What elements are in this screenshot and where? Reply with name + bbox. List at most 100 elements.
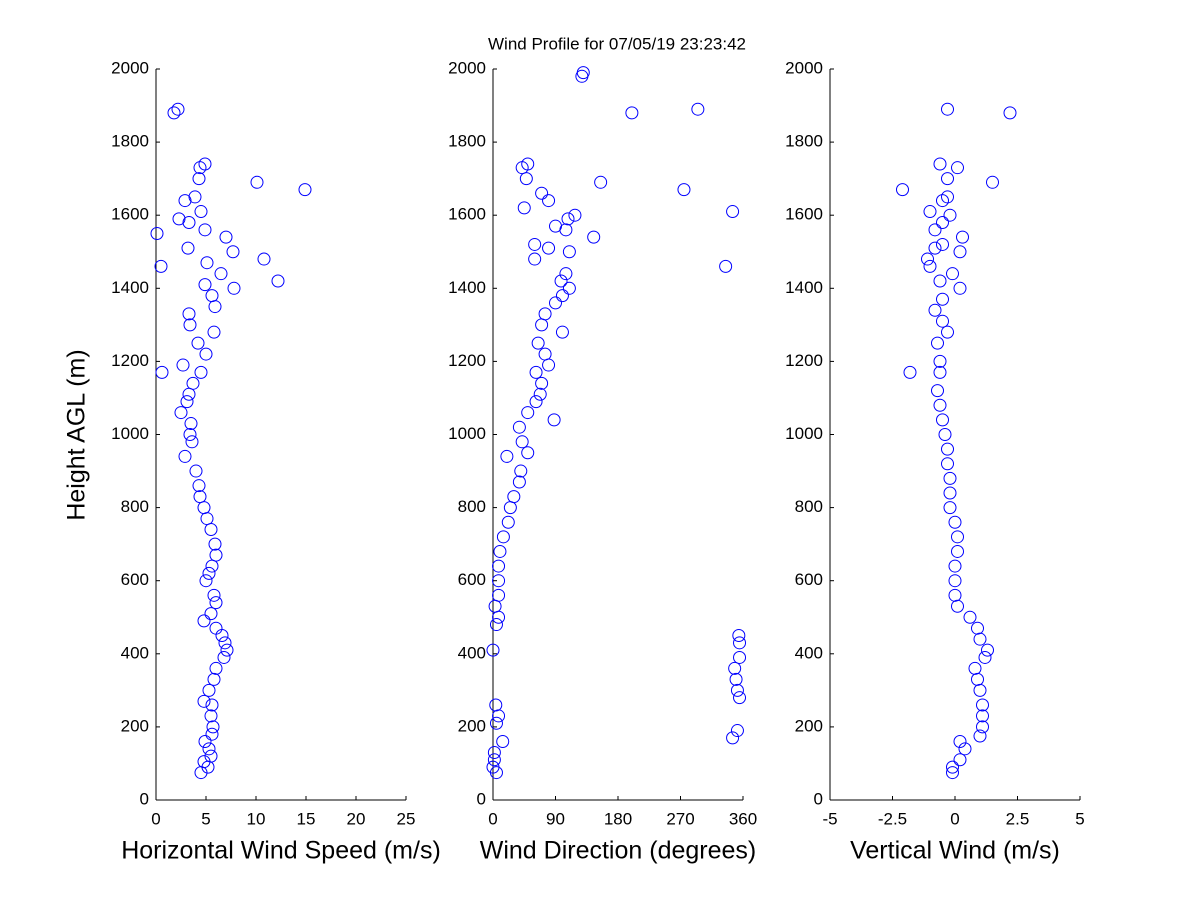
- x-tick-label: -2.5: [878, 809, 907, 828]
- point: [941, 102, 954, 116]
- point: [594, 175, 608, 189]
- point: [186, 376, 200, 390]
- y-tick-label: 1400: [111, 278, 149, 297]
- y-tick-label: 1400: [785, 278, 823, 297]
- point: [194, 205, 208, 219]
- point: [197, 501, 211, 515]
- x-tick-label: 270: [666, 809, 694, 828]
- point: [936, 413, 949, 427]
- point: [207, 588, 221, 602]
- point: [933, 365, 947, 379]
- point: [191, 336, 205, 350]
- point: [973, 683, 987, 697]
- y-tick-label: 1000: [785, 424, 823, 443]
- y-tick-label: 1200: [785, 351, 823, 370]
- point: [941, 442, 954, 456]
- point: [180, 395, 194, 409]
- point: [691, 102, 705, 116]
- point: [205, 727, 219, 741]
- point: [206, 720, 220, 734]
- point: [178, 449, 192, 463]
- point: [958, 742, 972, 756]
- point: [202, 566, 216, 580]
- point: [555, 325, 569, 339]
- point: [214, 267, 228, 281]
- point: [733, 636, 747, 650]
- y-tick-label: 1400: [448, 278, 486, 297]
- point: [197, 694, 211, 708]
- point: [542, 358, 556, 372]
- point: [968, 661, 982, 675]
- point: [184, 417, 198, 431]
- point: [896, 183, 909, 197]
- x-tick-label: 0: [950, 809, 959, 828]
- x-tick-label: 5: [201, 809, 210, 828]
- x-tick-label: 180: [604, 809, 632, 828]
- point: [202, 683, 216, 697]
- point: [933, 274, 947, 288]
- point: [209, 621, 223, 635]
- point: [903, 365, 917, 379]
- point: [217, 650, 231, 664]
- y-tick-label: 800: [458, 497, 486, 516]
- point: [933, 398, 947, 412]
- point: [207, 325, 221, 339]
- point: [946, 267, 959, 281]
- point: [948, 588, 962, 602]
- point: [496, 735, 510, 749]
- point: [493, 544, 507, 558]
- point: [182, 216, 196, 230]
- point: [931, 384, 944, 398]
- point: [192, 172, 206, 186]
- point: [197, 614, 211, 628]
- point: [171, 102, 185, 116]
- y-tick-label: 800: [795, 497, 823, 516]
- x-tick-label: 5: [1075, 809, 1084, 828]
- point: [538, 307, 552, 321]
- point: [501, 515, 515, 529]
- point: [489, 716, 503, 730]
- y-tick-label: 1000: [448, 424, 486, 443]
- point: [730, 724, 744, 738]
- point: [928, 303, 942, 317]
- y-tick-label: 1200: [448, 351, 486, 370]
- point: [209, 548, 223, 562]
- point: [198, 223, 212, 237]
- y-tick-label: 200: [121, 716, 149, 735]
- point: [941, 457, 954, 471]
- point: [562, 281, 576, 295]
- point: [677, 183, 691, 197]
- point: [220, 643, 234, 657]
- x-axis-label: Horizontal Wind Speed (m/s): [121, 837, 441, 865]
- point: [923, 259, 937, 273]
- point: [948, 559, 962, 573]
- point: [204, 749, 218, 763]
- figure-title: Wind Profile for 07/05/19 23:23:42: [488, 34, 746, 53]
- point: [208, 300, 222, 314]
- point: [529, 395, 543, 409]
- point: [730, 683, 744, 697]
- point: [512, 475, 526, 489]
- point: [943, 486, 957, 500]
- point: [174, 406, 188, 420]
- point: [521, 406, 535, 420]
- point: [257, 252, 271, 266]
- y-tick-label: 2000: [785, 58, 823, 77]
- point: [535, 186, 549, 200]
- x-tick-label: 90: [546, 809, 565, 828]
- point: [496, 530, 510, 544]
- point: [562, 245, 576, 259]
- y-tick-label: 1000: [111, 424, 149, 443]
- y-tick-label: 400: [121, 643, 149, 662]
- point: [198, 735, 212, 749]
- point: [946, 760, 959, 774]
- point: [488, 599, 502, 613]
- point: [194, 365, 208, 379]
- point: [503, 501, 517, 515]
- point: [928, 241, 942, 255]
- x-tick-label: 10: [247, 809, 266, 828]
- point: [204, 607, 218, 621]
- point: [535, 376, 549, 390]
- point: [521, 446, 535, 460]
